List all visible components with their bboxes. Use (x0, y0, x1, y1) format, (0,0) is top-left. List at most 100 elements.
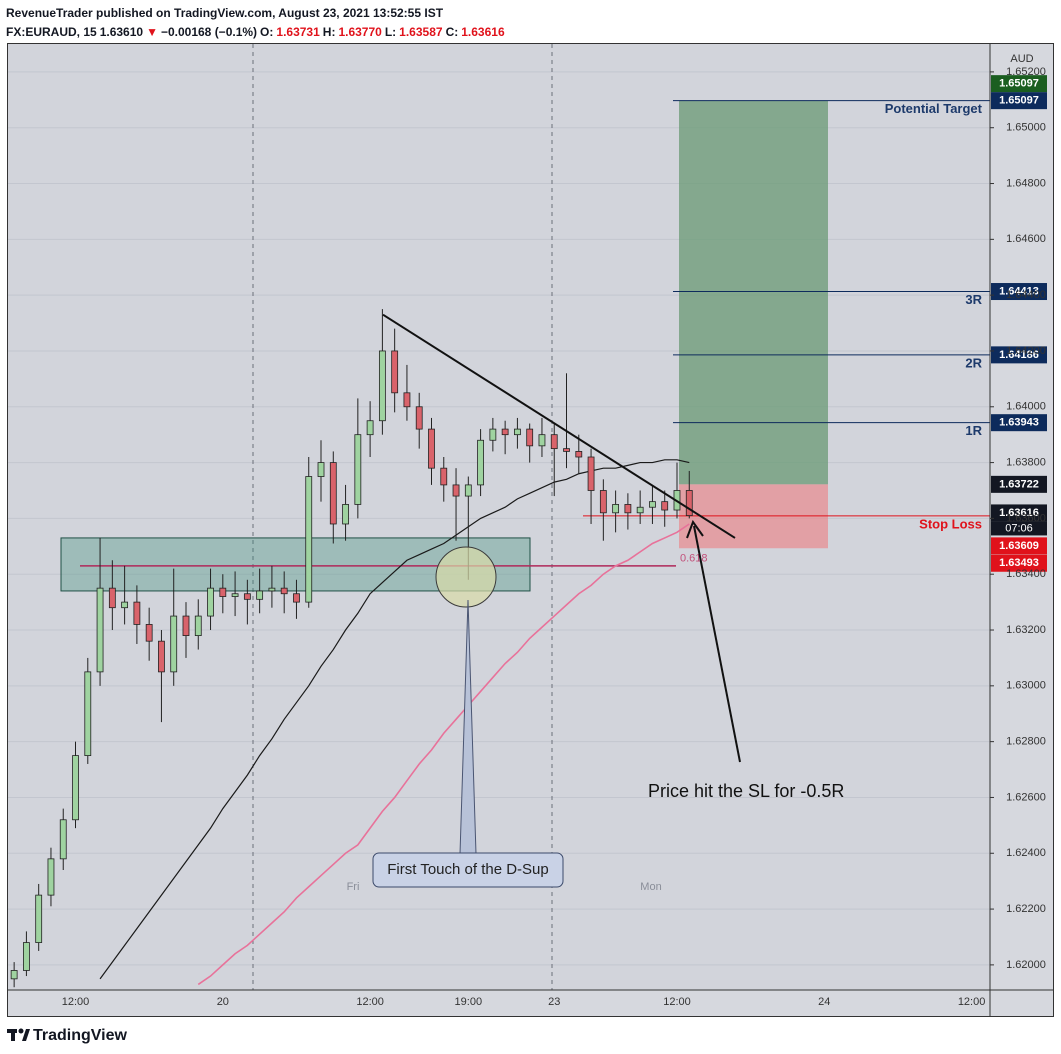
fib-label: 0.618 (680, 553, 708, 565)
quote-part: 1.63731 (276, 25, 320, 39)
currency-label: AUD (1010, 53, 1033, 65)
candle-body (391, 350, 399, 394)
candle-body (182, 615, 190, 636)
candle-body (280, 587, 288, 595)
x-tick-label: 12:00 (356, 996, 384, 1008)
candle-body (72, 755, 79, 821)
quote-part: 1.63616 (461, 25, 505, 39)
brand: TradingView (33, 1027, 128, 1044)
time-axis-background (8, 990, 1054, 1016)
candle-body (501, 428, 509, 436)
frame (7, 43, 1054, 1017)
quote-part: 1.63770 (338, 25, 382, 39)
x-tick-label: 12:00 (62, 996, 90, 1008)
candle-body (317, 462, 325, 477)
candle-body (624, 504, 632, 514)
candle-body (661, 501, 669, 511)
quote-part: H: (322, 25, 336, 39)
candle-body (612, 504, 620, 514)
candle-body (84, 671, 92, 756)
price-tag-label: 1.64186 (999, 349, 1039, 361)
candle-body (10, 970, 18, 980)
candle-body (403, 392, 411, 408)
candle-body (243, 593, 251, 600)
y-tick-label: 1.64400 (1006, 289, 1046, 301)
candle-body (428, 428, 435, 469)
plot-background (8, 44, 990, 990)
touch-circle (435, 546, 497, 608)
candle-body (489, 428, 497, 441)
candle-body (108, 587, 116, 609)
candle-body (219, 587, 227, 597)
candle-body (378, 350, 386, 422)
session-label: Fri (347, 881, 360, 893)
y-tick-label: 1.62000 (1006, 959, 1046, 971)
price-tag-label: 1.63616 (999, 507, 1039, 519)
candle-body (268, 587, 276, 592)
price-tag-label: 1.63943 (999, 417, 1039, 429)
candle-body (96, 587, 104, 673)
candle-body (121, 601, 129, 609)
moving-average (197, 523, 690, 986)
y-tick-label: 1.63400 (1006, 568, 1046, 580)
candle-body (354, 434, 362, 505)
candle-body (575, 451, 583, 458)
candle-body (342, 504, 349, 525)
y-tick-label: 1.64600 (1006, 233, 1046, 245)
candle-body (599, 490, 607, 514)
candle-body (685, 490, 693, 517)
x-tick-label: 19:00 (455, 996, 483, 1008)
candle-body (477, 439, 484, 486)
candle-body (329, 462, 337, 525)
quote-part: ▼ (146, 25, 158, 39)
y-tick-label: 1.62800 (1006, 736, 1046, 748)
y-tick-label: 1.63800 (1006, 456, 1046, 468)
candle-body (538, 434, 546, 447)
header-quote: FX:EURAUD, 15 1.63610 ▼ −0.00168 (−0.1%) O: 1… (6, 23, 508, 42)
candle-body (550, 434, 558, 450)
x-tick-label: 12:00 (958, 996, 986, 1008)
price-tag (991, 346, 1047, 364)
quote-part: 1.63587 (399, 25, 443, 39)
target-box (679, 100, 828, 485)
trendline (382, 313, 736, 539)
price-tag (991, 504, 1047, 522)
price-tag (991, 283, 1047, 301)
candle-body (649, 501, 656, 508)
price-tag-label: 1.65097 (999, 95, 1039, 107)
session-label: Mon (640, 881, 661, 893)
candle-body (170, 615, 178, 673)
y-tick-label: 1.62200 (1006, 903, 1046, 915)
header-line: RevenueTrader published on TradingView.c… (6, 6, 444, 20)
candle-body (366, 420, 374, 436)
candle-body (464, 484, 472, 497)
level-label: 2R (965, 355, 982, 370)
note-arrow (693, 525, 741, 763)
quote-part: −0.00168 (−0.1%) (160, 25, 258, 39)
x-tick-label: 23 (548, 996, 560, 1008)
quote-part: O: (260, 25, 274, 39)
callout-text: First Touch of the D-Sup (387, 861, 548, 878)
candle-body (35, 894, 43, 943)
candle-body (636, 506, 644, 514)
candle-body (415, 406, 423, 430)
x-tick-label: 12:00 (663, 996, 691, 1008)
y-tick-label: 1.62400 (1006, 847, 1046, 859)
candle-body (256, 590, 264, 600)
price-tag (991, 475, 1047, 493)
candle-body (526, 428, 534, 447)
candle-body (514, 428, 521, 436)
quote-part: FX:EURAUD, 15 (6, 25, 97, 39)
price-tag (991, 414, 1047, 432)
candle-body (305, 476, 313, 603)
price-tag-label: 1.63722 (999, 478, 1039, 490)
header: RevenueTrader published on TradingView.c… (6, 4, 508, 42)
candle-body (133, 601, 141, 625)
candle-body (207, 587, 214, 617)
price-tag-label: 1.63493 (999, 557, 1039, 569)
candle-body (47, 858, 55, 896)
y-tick-label: 1.63000 (1006, 680, 1046, 692)
quote-part: 1.63610 (99, 25, 144, 39)
y-tick-label: 1.65000 (1006, 122, 1046, 134)
note-text: Price hit the SL for -0.5R (648, 781, 844, 801)
